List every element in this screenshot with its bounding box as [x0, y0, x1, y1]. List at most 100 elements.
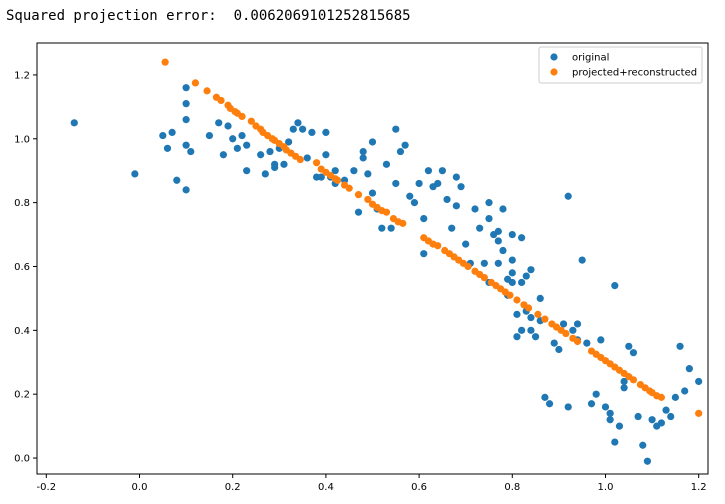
original-point — [648, 416, 656, 424]
original-point — [564, 192, 572, 200]
original-point — [471, 205, 479, 213]
original-point — [243, 141, 251, 149]
original-point — [280, 160, 288, 168]
x-tick-label: 0.2 — [225, 482, 241, 493]
original-point — [266, 147, 274, 156]
original-point — [350, 167, 358, 175]
original-point — [443, 195, 451, 204]
original-point — [508, 278, 516, 287]
original-point — [420, 250, 428, 258]
projected-point — [354, 191, 363, 199]
original-point — [685, 365, 693, 373]
legend: original projected+reconstructed — [538, 46, 703, 84]
original-point — [545, 400, 554, 408]
original-point — [159, 131, 167, 140]
original-point — [634, 412, 642, 421]
original-point — [229, 135, 237, 143]
projected-point — [434, 242, 442, 250]
original-point — [518, 326, 526, 334]
original-point — [462, 240, 470, 248]
original-point — [494, 259, 502, 267]
original-point — [359, 147, 367, 156]
projected-point — [562, 329, 570, 338]
original-point — [308, 128, 316, 136]
original-point — [518, 278, 526, 287]
original-point — [452, 173, 460, 181]
original-point — [606, 416, 614, 424]
original-point — [131, 170, 139, 178]
original-point — [522, 272, 530, 280]
original-point — [378, 224, 386, 232]
x-tick-label: 0.8 — [504, 482, 520, 493]
original-point — [629, 349, 638, 357]
original-point — [392, 179, 400, 188]
original-point — [499, 246, 507, 255]
y-tick-label: 0.6 — [14, 262, 30, 273]
original-point — [219, 151, 227, 159]
projected-point — [203, 87, 211, 95]
original-point — [550, 339, 558, 347]
original-point — [168, 128, 176, 136]
error-label: Squared projection error: — [6, 8, 217, 24]
original-point — [233, 144, 241, 152]
original-point — [299, 125, 307, 133]
y-tick-label: 0.4 — [14, 326, 30, 337]
original-point — [601, 403, 610, 411]
original-point — [317, 173, 325, 181]
original-point — [205, 131, 214, 140]
original-point — [531, 333, 540, 341]
original-point — [657, 419, 666, 427]
original-point — [494, 237, 502, 245]
original-point — [331, 167, 339, 175]
original-point — [401, 141, 409, 149]
projected-point — [217, 96, 225, 105]
original-point — [639, 441, 647, 449]
projected-point — [506, 291, 514, 299]
original-point — [541, 393, 549, 401]
series-projected — [161, 58, 703, 417]
original-point — [224, 122, 232, 130]
original-point — [564, 403, 572, 411]
original-point — [182, 141, 190, 149]
original-point — [438, 167, 446, 175]
original-point — [569, 326, 577, 334]
original-point — [406, 192, 414, 200]
original-point — [643, 457, 652, 465]
original-point — [485, 199, 493, 207]
x-tick-label: 1.2 — [691, 482, 707, 493]
original-point — [508, 230, 516, 239]
original-point — [508, 256, 516, 264]
error-value: 0.0062069101252815685 — [233, 8, 411, 24]
original-point — [359, 154, 367, 162]
original-point — [662, 406, 670, 414]
projected-point — [333, 176, 342, 184]
original-point — [508, 269, 516, 277]
original-point — [583, 339, 591, 347]
original-point — [424, 167, 433, 175]
original-point — [676, 342, 684, 350]
series-original — [70, 84, 703, 465]
original-point — [182, 186, 190, 194]
original-point — [578, 256, 586, 264]
original-point — [322, 128, 330, 136]
original-point — [415, 179, 423, 188]
original-point — [452, 202, 460, 210]
original-point — [476, 224, 484, 232]
original-point — [243, 167, 251, 175]
original-point — [606, 409, 614, 417]
original-point — [261, 170, 269, 178]
original-point — [499, 205, 507, 213]
output-text: Squared projection error: 0.006206910125… — [6, 6, 411, 26]
projected-point — [525, 304, 533, 312]
legend-marker-original — [550, 53, 558, 61]
original-point — [494, 227, 502, 235]
original-point — [587, 400, 596, 408]
x-tick-label: 0.6 — [411, 482, 427, 493]
x-tick-label: -0.2 — [37, 482, 57, 493]
original-point — [667, 412, 675, 421]
legend-label-projected: projected+reconstructed — [572, 68, 697, 79]
projected-point — [657, 393, 666, 401]
projected-point — [364, 195, 372, 204]
axis-ticks: -0.2 0.0 0.2 0.4 0.6 0.8 1.0 1.2 0.0 0.2 0.4 0.6 0.8… — [14, 70, 707, 493]
original-point — [434, 179, 442, 188]
